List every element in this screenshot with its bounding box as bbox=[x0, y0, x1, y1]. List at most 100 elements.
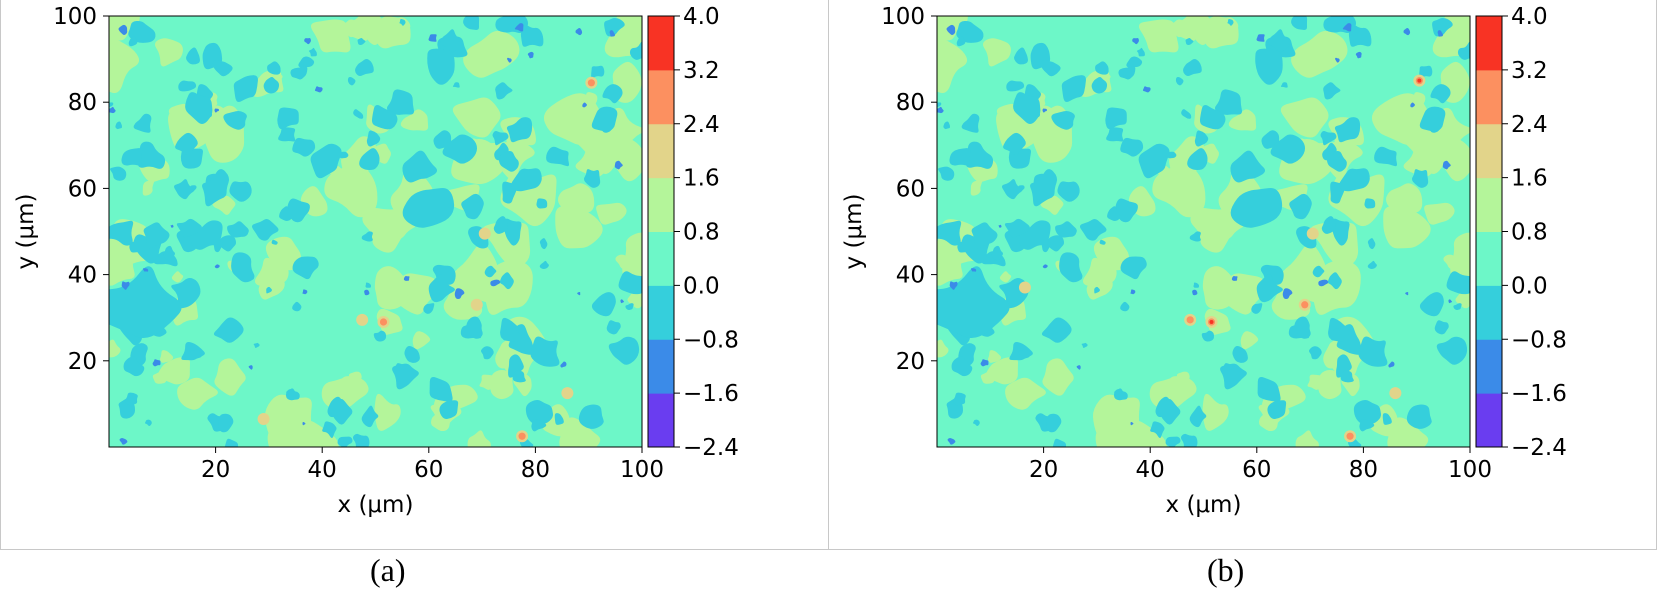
contour-region-neg0.8-0 bbox=[213, 317, 244, 343]
contour-region-neg0.8-0 bbox=[1432, 18, 1453, 37]
contour-region-neg0.8-0 bbox=[1113, 389, 1128, 401]
contour-region-neg0.8-0 bbox=[1040, 59, 1061, 77]
contour-region-0.8-1.6 bbox=[1204, 308, 1231, 335]
contour-region-0.8-1.6 bbox=[479, 374, 497, 390]
contour-chart-a: 20 40 60 80 100 20 40 60 80 100 x (μm) y (μm) −2.4 −1… bbox=[13, 4, 739, 518]
x-tick-label-2: 60 bbox=[1242, 457, 1271, 483]
contour-region-0.8-1.6 bbox=[171, 271, 184, 283]
contour-region-0.8-1.6 bbox=[267, 419, 339, 447]
contour-region-neg0.8-0 bbox=[1150, 421, 1165, 438]
colorbar-segment-5 bbox=[648, 123, 674, 179]
y-axis-label: y (μm) bbox=[13, 194, 39, 270]
contour-region-neg0.8-0 bbox=[1364, 198, 1376, 209]
contour-region-0.8-1.6 bbox=[573, 123, 624, 175]
hotspot-3 bbox=[478, 227, 491, 240]
contour-region-neg0.8-0 bbox=[1232, 345, 1248, 363]
contour-region-neg0.8-0 bbox=[176, 218, 202, 238]
contour-region-0.8-1.6 bbox=[937, 35, 968, 94]
contour-region-neg0.8-0 bbox=[971, 222, 998, 250]
y-tick-label-0: 20 bbox=[896, 349, 925, 375]
contour-region-neg1.6-neg0.8 bbox=[490, 279, 501, 287]
contour-region-neg0.8-0 bbox=[1095, 61, 1109, 75]
contour-region-neg1.6-neg0.8 bbox=[454, 288, 465, 300]
contour-region-neg0.8-0 bbox=[1099, 239, 1106, 245]
contour-region-neg0.8-0 bbox=[539, 238, 548, 250]
contour-region-neg0.8-0 bbox=[625, 303, 634, 311]
contour-region-neg0.8-0 bbox=[1267, 400, 1287, 419]
contour-region-neg0.8-0 bbox=[1001, 179, 1023, 200]
contour-region-neg0.8-0 bbox=[512, 370, 526, 383]
colorbar-segment-6 bbox=[648, 69, 674, 125]
contour-region-neg1.6-neg0.8 bbox=[304, 38, 311, 45]
contour-region-neg0.8-0 bbox=[263, 77, 280, 94]
x-axis-label: x (μm) bbox=[1166, 492, 1242, 518]
contour-region-neg0.8-0 bbox=[1434, 320, 1449, 335]
contour-region-neg0.8-0 bbox=[143, 222, 170, 250]
hotspot-1-core bbox=[1346, 432, 1354, 440]
contour-region-neg0.8-0 bbox=[463, 16, 480, 30]
contour-region-neg0.8-0 bbox=[428, 274, 455, 303]
contour-region-neg0.8-0 bbox=[1094, 286, 1101, 294]
contour-region-neg0.8-0 bbox=[525, 400, 554, 425]
contour-region-neg1.6-neg0.8 bbox=[1231, 276, 1238, 281]
contour-region-neg0.8-0 bbox=[287, 198, 310, 223]
contour-region-neg0.8-0 bbox=[937, 102, 942, 108]
contour-region-neg0.8-0 bbox=[173, 179, 195, 200]
colorbar-tick-label-2: −0.8 bbox=[683, 327, 739, 353]
contour-region-neg0.8-0 bbox=[133, 113, 152, 133]
contour-region-neg1.6-neg0.8 bbox=[560, 361, 567, 368]
contour-region-neg1.6-neg0.8 bbox=[575, 27, 583, 36]
contour-region-neg0.8-0 bbox=[1105, 107, 1127, 130]
colorbar-tick-label-5: 1.6 bbox=[1511, 166, 1548, 192]
contour-region-0.8-1.6 bbox=[1138, 19, 1179, 53]
y-tick-label-4: 100 bbox=[53, 4, 97, 30]
y-tick-label-4: 100 bbox=[881, 4, 925, 30]
contour-region-neg0.8-0 bbox=[1419, 292, 1444, 317]
contour-region-neg0.8-0 bbox=[190, 349, 203, 359]
contour-region-neg0.8-0 bbox=[499, 272, 514, 290]
contour-region-0.8-1.6 bbox=[1005, 377, 1046, 410]
contour-region-neg0.8-0 bbox=[1081, 342, 1088, 348]
contour-region-neg0.8-0 bbox=[1018, 349, 1031, 359]
colorbar-tick-label-7: 3.2 bbox=[683, 58, 720, 84]
contour-region-neg1.6-neg0.8 bbox=[514, 23, 524, 32]
contour-region-neg1.6-neg0.8 bbox=[1335, 57, 1340, 63]
contour-region-neg0.8-0 bbox=[452, 82, 460, 88]
contour-region-0.8-1.6 bbox=[109, 35, 140, 94]
contour-region-neg0.8-0 bbox=[546, 146, 570, 167]
contour-region-neg0.8-0 bbox=[355, 59, 374, 77]
contour-region-neg0.8-0 bbox=[1214, 89, 1242, 115]
hotspot-0-core bbox=[379, 318, 388, 326]
contour-region-0.8-1.6 bbox=[310, 19, 351, 53]
contour-region-0.8-1.6 bbox=[160, 350, 174, 363]
contour-region-neg0.8-0 bbox=[583, 169, 601, 188]
contour-region-neg0.8-0 bbox=[1251, 303, 1263, 314]
contour-region-neg0.8-0 bbox=[498, 150, 519, 172]
contour-region-neg1.6-neg0.8 bbox=[214, 264, 220, 269]
contour-region-neg0.8-0 bbox=[1255, 48, 1283, 85]
contour-region-neg0.8-0 bbox=[1059, 252, 1083, 283]
contour-regions bbox=[109, 16, 642, 447]
x-tick-label-4: 100 bbox=[1448, 457, 1492, 483]
contour-region-neg0.8-0 bbox=[1367, 260, 1377, 270]
y-tick-label-3: 80 bbox=[68, 90, 97, 116]
y-tick-label-2: 60 bbox=[896, 176, 925, 202]
colorbar-segment-3 bbox=[1476, 231, 1502, 286]
contour-region-neg0.8-0 bbox=[1138, 143, 1170, 179]
contour-region-neg1.6-neg0.8 bbox=[403, 276, 410, 281]
contour-region-neg0.8-0 bbox=[292, 256, 319, 280]
y-axis-label: y (μm) bbox=[841, 194, 867, 270]
contour-region-neg0.8-0 bbox=[145, 419, 152, 427]
colorbar-segment-3 bbox=[648, 231, 674, 286]
contour-chart-b: 20 40 60 80 100 20 40 60 80 100 x (μm) y (μm) −2.4 −1… bbox=[841, 4, 1567, 518]
plot-frame bbox=[936, 15, 1471, 448]
contour-region-neg0.8-0 bbox=[1436, 336, 1468, 365]
contour-region-neg0.8-0 bbox=[298, 56, 315, 68]
contour-region-neg0.8-0 bbox=[1230, 150, 1266, 183]
contour-region-neg1.6-neg0.8 bbox=[609, 30, 615, 37]
contour-region-neg1.6-neg0.8 bbox=[314, 86, 323, 93]
hotspot-1-core bbox=[518, 432, 526, 440]
contour-region-neg1.6-neg0.8 bbox=[214, 108, 220, 113]
hotspot-2-peak bbox=[1417, 78, 1422, 83]
y-tick-label-3: 80 bbox=[896, 90, 925, 116]
